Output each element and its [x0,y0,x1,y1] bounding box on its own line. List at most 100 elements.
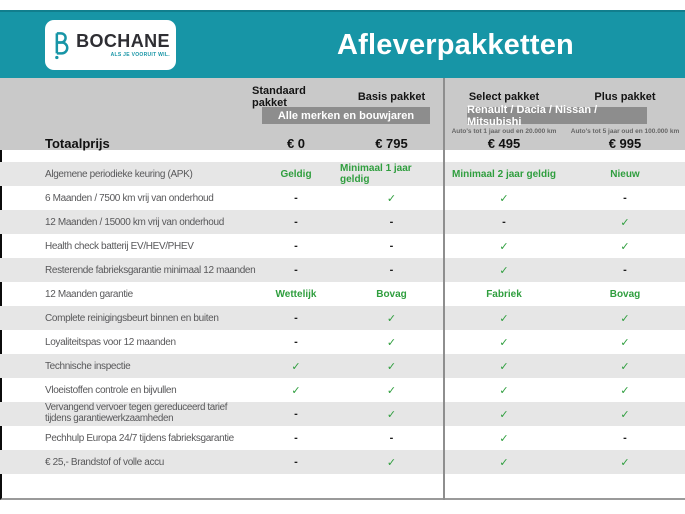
feature-value: Bovag [376,288,407,300]
check-icon: ✓ [386,384,397,397]
row-label: Vloeistoffen controle en bijvullen [45,384,177,396]
table-row: € 25,- Brandstof of volle accu - ✓ ✓ ✓ [0,450,685,474]
check-icon: ✓ [499,432,509,445]
table-row: Pechhulp Europa 24/7 tijdens fabrieksgar… [0,426,685,450]
logo-tagline: ALS JE VOORUIT WIL. [110,52,170,58]
check-icon: ✓ [620,312,630,325]
check-icon: ✓ [291,384,301,397]
table-row: Vloeistoffen controle en bijvullen ✓ ✓ ✓ ✓ [0,378,685,402]
row-label: Health check batterij EV/HEV/PHEV [45,240,194,252]
check-icon: ✓ [499,384,509,397]
check-icon: ✓ [620,240,630,253]
table-row: 12 Maanden garantie Wettelijk Bovag Fabriek… [0,282,685,306]
header-band: BOCHANE ALS JE VOORUIT WIL. Afleverpakke… [0,10,685,78]
check-icon: ✓ [499,312,509,325]
bochane-logo: BOCHANE ALS JE VOORUIT WIL. [45,20,176,70]
subnotes-row: Auto's tot 1 jaar oud en 20.000 km Auto'… [0,126,685,137]
dash-mark: - [389,432,394,444]
row-label: 12 Maanden / 15000 km vrij van onderhoud [45,216,224,228]
label-column-spacer [0,87,252,107]
dash-mark: - [389,240,394,252]
check-icon: ✓ [620,456,630,469]
badge-all-brands: Alle merken en bouwjaren [262,107,430,124]
dash-mark: - [294,432,298,444]
dash-mark: - [294,240,298,252]
table-row: Complete reinigingsbeurt binnen en buite… [0,306,685,330]
check-icon: ✓ [620,360,630,373]
subnote-select: Auto's tot 1 jaar oud en 20.000 km [451,128,557,135]
check-icon: ✓ [386,192,397,205]
check-icon: ✓ [386,312,397,325]
column-header-basis: Basis pakket [357,91,426,103]
check-icon: ✓ [499,360,509,373]
subnote-plus: Auto's tot 5 jaar oud en 100.000 km [570,128,680,135]
column-header-select: Select pakket [468,91,540,103]
table-body: Algemene periodieke keuring (APK) Geldig M… [0,162,685,474]
feature-value: Fabriek [486,288,522,300]
column-headers-row: Standaard pakket Basis pakket Select pak… [0,85,685,109]
price-plus: € 995 [608,136,642,151]
table-footer-spacer [0,474,685,500]
page-title: Afleverpakketten [337,28,574,61]
total-price-label: Totaalprijs [45,136,110,151]
check-icon: ✓ [620,336,630,349]
badge-brand-list: Renault / Dacia / Nissan / Mitsubishi [467,104,647,128]
logo-wordmark: BOCHANE [76,31,170,51]
check-icon: ✓ [499,192,509,205]
label-column-spacer [0,126,252,137]
feature-value: Minimaal 2 jaar geldig [452,168,556,180]
check-icon: ✓ [499,456,509,469]
check-icon: ✓ [386,360,397,373]
total-price-row: Totaalprijs € 0 € 795 € 495 € 995 [0,136,685,151]
check-icon: ✓ [386,336,397,349]
dash-mark: - [389,264,394,276]
dash-mark: - [623,192,627,204]
feature-value: Wettelijk [275,288,317,300]
badge-span-right: Renault / Dacia / Nissan / Mitsubishi [443,104,685,128]
row-label: € 25,- Brandstof of volle accu [45,456,165,468]
row-label: Complete reinigingsbeurt binnen en buite… [45,312,219,324]
column-header-standaard: Standaard pakket [252,85,306,109]
table-row: Health check batterij EV/HEV/PHEV - - ✓ ✓ [0,234,685,258]
spacer-row [0,150,685,162]
table-row: Vervangend vervoer tegen gereduceerd tar… [0,402,685,426]
dash-mark: - [389,216,394,228]
table-row: Algemene periodieke keuring (APK) Geldig M… [0,162,685,186]
check-icon: ✓ [499,408,509,421]
table-row: Technische inspectie ✓ ✓ ✓ ✓ [0,354,685,378]
feature-value: Minimaal 1 jaar geldig [340,163,412,185]
dash-mark: - [294,456,298,468]
column-header-plus: Plus pakket [594,91,656,103]
table-row: Loyaliteitspas voor 12 maanden - ✓ ✓ ✓ [0,330,685,354]
price-select: € 495 [487,136,521,151]
row-label: Pechhulp Europa 24/7 tijdens fabrieksgar… [45,432,234,444]
table-row: 12 Maanden / 15000 km vrij van onderhoud… [0,210,685,234]
feature-value: Nieuw [610,168,640,180]
brand-badges-row: Alle merken en bouwjaren Renault / Dacia… [0,104,685,128]
packages-table: Standaard pakket Basis pakket Select pak… [0,78,685,500]
row-label: 12 Maanden garantie [45,288,133,300]
row-label: 6 Maanden / 7500 km vrij van onderhoud [45,192,214,204]
table-row: Resterende fabrieksgarantie minimaal 12 … [0,258,685,282]
check-icon: ✓ [499,240,509,253]
feature-value: Geldig [280,168,312,180]
row-label: Algemene periodieke keuring (APK) [45,168,193,180]
dash-mark: - [294,192,298,204]
check-icon: ✓ [499,336,509,349]
table-row: 6 Maanden / 7500 km vrij van onderhoud - ✓… [0,186,685,210]
dash-mark: - [623,264,627,276]
row-label: Resterende fabrieksgarantie minimaal 12 … [45,264,256,276]
table-header: Standaard pakket Basis pakket Select pak… [0,78,685,151]
check-icon: ✓ [499,264,509,277]
column-group-divider [443,78,445,500]
dash-mark: - [294,336,298,348]
row-label: Technische inspectie [45,360,131,372]
dash-mark: - [294,408,298,420]
row-label: Vervangend vervoer tegen gereduceerd tar… [45,402,228,424]
check-icon: ✓ [386,456,397,469]
bochane-logo-icon [51,30,71,60]
badge-span-left: Alle merken en bouwjaren [252,107,443,125]
dash-mark: - [623,432,627,444]
label-column-spacer [0,107,252,125]
dash-mark: - [294,312,298,324]
